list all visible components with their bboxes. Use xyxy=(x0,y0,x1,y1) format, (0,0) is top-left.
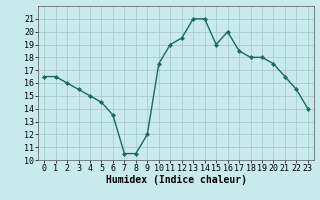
X-axis label: Humidex (Indice chaleur): Humidex (Indice chaleur) xyxy=(106,175,246,185)
